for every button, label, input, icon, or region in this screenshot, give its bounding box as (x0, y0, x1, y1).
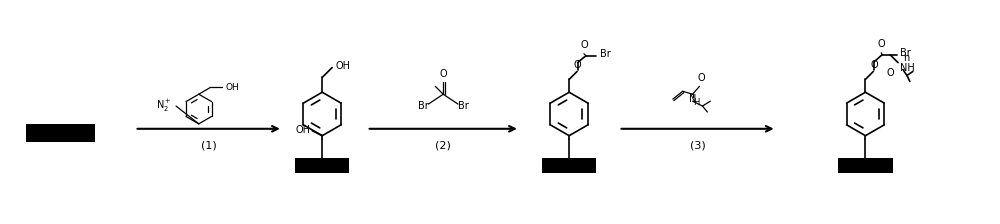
Bar (838, 158, 893, 173)
Text: Br: Br (458, 101, 468, 111)
Text: OH: OH (225, 83, 239, 92)
Text: O: O (886, 68, 894, 78)
Text: BP: BP (50, 111, 71, 125)
Text: OH: OH (295, 125, 310, 135)
Text: O: O (574, 60, 581, 69)
Text: NH: NH (900, 62, 915, 73)
Text: O: O (580, 40, 588, 50)
Text: Br: Br (418, 101, 429, 111)
Text: Br: Br (900, 48, 911, 58)
Text: n: n (903, 53, 909, 63)
Text: (3): (3) (690, 141, 705, 151)
Bar (26, 124, 95, 142)
Text: OH: OH (335, 60, 350, 71)
Bar (542, 158, 596, 173)
Text: O: O (870, 60, 878, 69)
Text: H: H (693, 98, 700, 107)
Text: N: N (689, 94, 696, 104)
Text: Br: Br (600, 49, 610, 59)
Text: O: O (698, 73, 705, 83)
Bar (295, 158, 349, 173)
Text: O: O (439, 69, 447, 80)
Text: $\mathregular{N_2^+}$: $\mathregular{N_2^+}$ (156, 98, 172, 114)
Text: O: O (877, 39, 885, 49)
Text: (1): (1) (201, 141, 217, 151)
Text: (2): (2) (435, 141, 451, 151)
